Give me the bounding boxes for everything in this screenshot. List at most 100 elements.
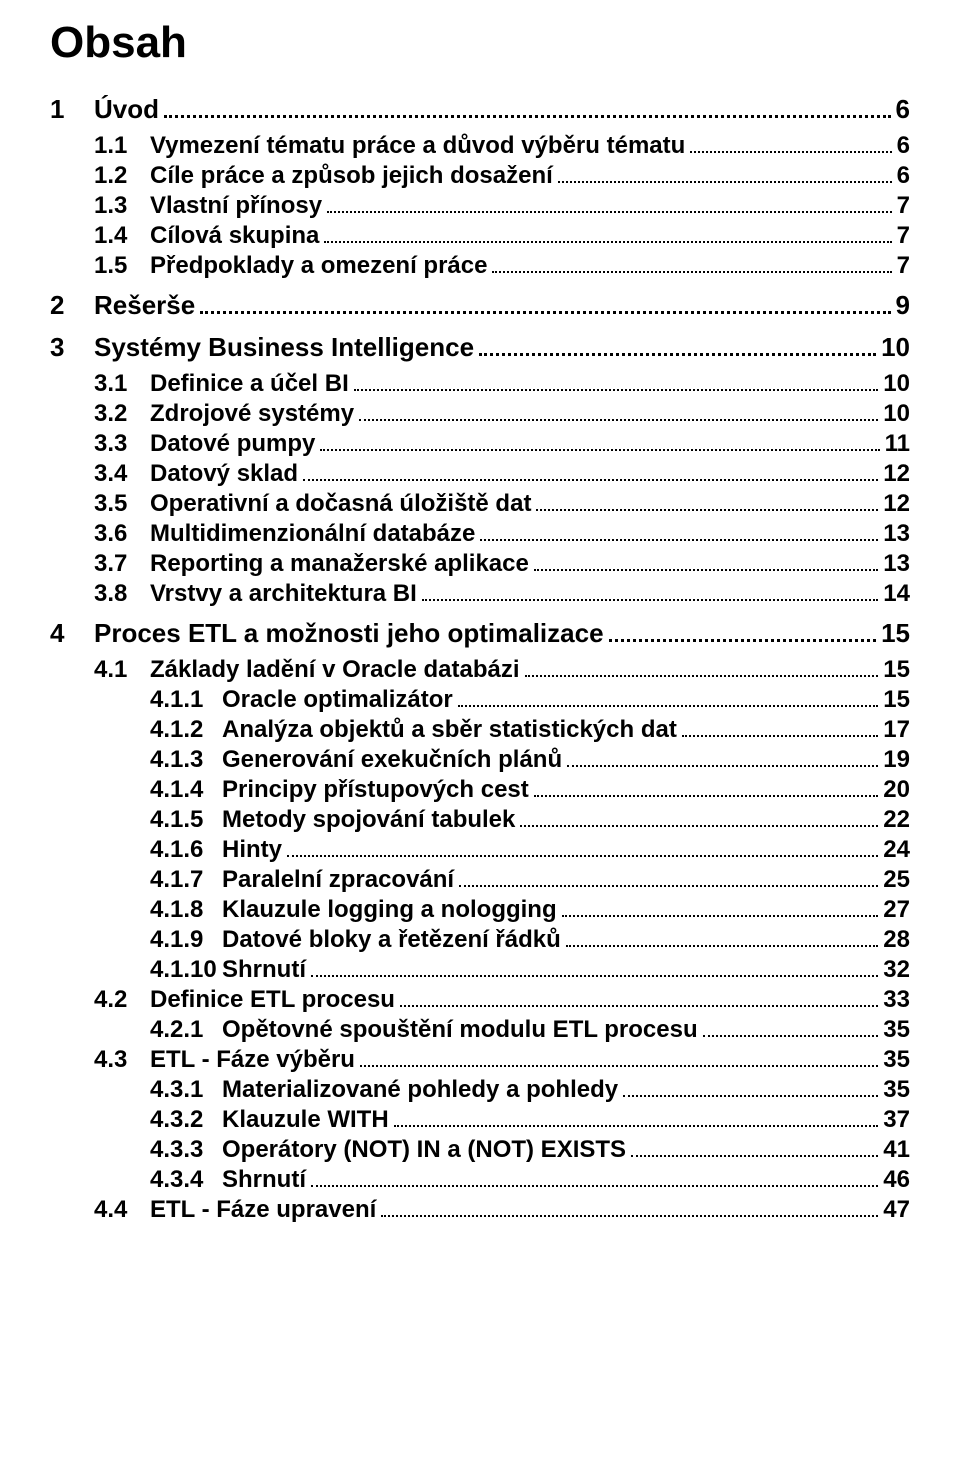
toc-entry-label: Multidimenzionální databáze xyxy=(150,522,475,546)
toc-entry-page: 47 xyxy=(883,1198,910,1222)
toc-leader xyxy=(558,165,892,183)
toc-entry[interactable]: 4.3.3Operátory (NOT) IN a (NOT) EXISTS 4… xyxy=(50,1138,910,1162)
toc-leader xyxy=(623,1079,878,1097)
page-title: Obsah xyxy=(50,18,910,68)
toc-entry[interactable]: 1.2Cíle práce a způsob jejich dosažení 6 xyxy=(50,164,910,188)
toc-leader xyxy=(520,809,878,827)
toc-entry[interactable]: 4.1.6Hinty 24 xyxy=(50,838,910,862)
toc-leader xyxy=(567,749,878,767)
toc-entry-page: 13 xyxy=(883,552,910,576)
toc-entry-number: 4.1.2 xyxy=(150,718,222,742)
toc-entry-number: 4.1.5 xyxy=(150,808,222,832)
toc-entry[interactable]: 4.1.9Datové bloky a řetězení řádků 28 xyxy=(50,928,910,952)
toc-leader xyxy=(492,255,891,273)
toc-entry[interactable]: 3.3Datové pumpy 11 xyxy=(50,432,910,456)
toc-entry[interactable]: 3.6Multidimenzionální databáze 13 xyxy=(50,522,910,546)
toc-leader xyxy=(303,463,878,481)
toc-entry[interactable]: 3.1Definice a účel BI 10 xyxy=(50,372,910,396)
toc-entry-page: 15 xyxy=(883,688,910,712)
toc-entry[interactable]: 4.3.2Klauzule WITH 37 xyxy=(50,1108,910,1132)
toc-entry-number: 4.1.8 xyxy=(150,898,222,922)
toc-entry[interactable]: 4Proces ETL a možnosti jeho optimalizace… xyxy=(50,620,910,648)
toc-entry-page: 22 xyxy=(883,808,910,832)
toc-entry-page: 20 xyxy=(883,778,910,802)
toc-entry[interactable]: 3.2Zdrojové systémy 10 xyxy=(50,402,910,426)
toc-leader xyxy=(360,1049,878,1067)
toc-leader xyxy=(287,839,878,857)
toc-entry-page: 9 xyxy=(896,292,910,318)
toc-entry-page: 46 xyxy=(883,1168,910,1192)
toc-leader xyxy=(200,295,890,314)
toc-entry[interactable]: 1.3Vlastní přínosy 7 xyxy=(50,194,910,218)
toc-entry-page: 35 xyxy=(883,1048,910,1072)
toc-entry-page: 33 xyxy=(883,988,910,1012)
toc-entry-number: 3.6 xyxy=(94,522,150,546)
toc-entry[interactable]: 4.1.10Shrnutí 32 xyxy=(50,958,910,982)
toc-leader xyxy=(609,623,877,642)
toc-entry-page: 35 xyxy=(883,1078,910,1102)
toc-entry-label: Zdrojové systémy xyxy=(150,402,354,426)
toc-entry-page: 15 xyxy=(881,620,910,646)
toc-entry[interactable]: 3.7Reporting a manažerské aplikace 13 xyxy=(50,552,910,576)
toc-entry[interactable]: 4.1.8Klauzule logging a nologging 27 xyxy=(50,898,910,922)
toc-leader xyxy=(359,403,878,421)
toc-entry-label: Shrnutí xyxy=(222,1168,306,1192)
toc-entry[interactable]: 4.3.1Materializované pohledy a pohledy 3… xyxy=(50,1078,910,1102)
toc-entry-label: Vymezení tématu práce a důvod výběru tém… xyxy=(150,134,685,158)
toc-entry[interactable]: 4.3ETL - Fáze výběru 35 xyxy=(50,1048,910,1072)
toc-entry[interactable]: 4.1Základy ladění v Oracle databázi 15 xyxy=(50,658,910,682)
toc-entry[interactable]: 4.1.1Oracle optimalizátor 15 xyxy=(50,688,910,712)
toc-entry-page: 10 xyxy=(881,334,910,360)
toc-leader xyxy=(534,553,878,571)
toc-entry-label: Cílová skupina xyxy=(150,224,319,248)
toc-entry-number: 4.3.4 xyxy=(150,1168,222,1192)
toc-entry[interactable]: 1Úvod 6 xyxy=(50,96,910,124)
toc-leader xyxy=(311,959,878,977)
toc-leader xyxy=(480,523,878,541)
toc-entry-label: Opětovné spouštění modulu ETL procesu xyxy=(222,1018,698,1042)
toc-entry[interactable]: 1.1Vymezení tématu práce a důvod výběru … xyxy=(50,134,910,158)
toc-entry-page: 6 xyxy=(897,164,910,188)
toc-entry[interactable]: 2Rešerše 9 xyxy=(50,292,910,320)
toc-entry[interactable]: 4.2.1Opětovné spouštění modulu ETL proce… xyxy=(50,1018,910,1042)
toc-entry-number: 3.4 xyxy=(94,462,150,486)
toc-entry[interactable]: 4.1.4Principy přístupových cest 20 xyxy=(50,778,910,802)
toc-entry-label: Shrnutí xyxy=(222,958,306,982)
toc-entry[interactable]: 4.1.7Paralelní zpracování 25 xyxy=(50,868,910,892)
toc-entry[interactable]: 4.3.4Shrnutí 46 xyxy=(50,1168,910,1192)
toc-leader xyxy=(525,659,879,677)
toc-entry-number: 1 xyxy=(50,96,94,122)
toc-entry-number: 4 xyxy=(50,620,94,646)
toc-entry-page: 25 xyxy=(883,868,910,892)
toc-entry-number: 3 xyxy=(50,334,94,360)
toc-entry-label: Metody spojování tabulek xyxy=(222,808,515,832)
toc-entry-number: 4.2 xyxy=(94,988,150,1012)
toc-entry[interactable]: 4.1.5Metody spojování tabulek 22 xyxy=(50,808,910,832)
toc-entry-number: 1.5 xyxy=(94,254,150,278)
toc-entry-label: Generování exekučních plánů xyxy=(222,748,562,772)
toc-entry-label: Základy ladění v Oracle databázi xyxy=(150,658,520,682)
toc-entry-number: 4.3.3 xyxy=(150,1138,222,1162)
toc-entry[interactable]: 4.1.3Generování exekučních plánů 19 xyxy=(50,748,910,772)
toc-entry[interactable]: 3.8Vrstvy a architektura BI 14 xyxy=(50,582,910,606)
toc-entry[interactable]: 4.1.2Analýza objektů a sběr statistickýc… xyxy=(50,718,910,742)
toc-entry[interactable]: 4.4ETL - Fáze upravení 47 xyxy=(50,1198,910,1222)
toc-entry-label: Paralelní zpracování xyxy=(222,868,454,892)
toc-entry-page: 6 xyxy=(896,96,910,122)
toc-entry[interactable]: 4.2Definice ETL procesu 33 xyxy=(50,988,910,1012)
toc-entry[interactable]: 3.5Operativní a dočasná úložiště dat 12 xyxy=(50,492,910,516)
toc-entry[interactable]: 3Systémy Business Intelligence 10 xyxy=(50,334,910,362)
toc-entry-label: Principy přístupových cest xyxy=(222,778,529,802)
toc-entry[interactable]: 1.5Předpoklady a omezení práce 7 xyxy=(50,254,910,278)
toc-entry-page: 10 xyxy=(883,402,910,426)
toc-entry-number: 4.1.4 xyxy=(150,778,222,802)
toc-entry-page: 12 xyxy=(883,492,910,516)
toc-entry-label: Operativní a dočasná úložiště dat xyxy=(150,492,531,516)
toc-entry-label: Reporting a manažerské aplikace xyxy=(150,552,529,576)
toc-entry[interactable]: 1.4Cílová skupina 7 xyxy=(50,224,910,248)
toc-entry[interactable]: 3.4Datový sklad 12 xyxy=(50,462,910,486)
toc-entry-page: 7 xyxy=(897,224,910,248)
toc-entry-number: 4.1.3 xyxy=(150,748,222,772)
toc-leader xyxy=(381,1199,878,1217)
toc-entry-page: 24 xyxy=(883,838,910,862)
